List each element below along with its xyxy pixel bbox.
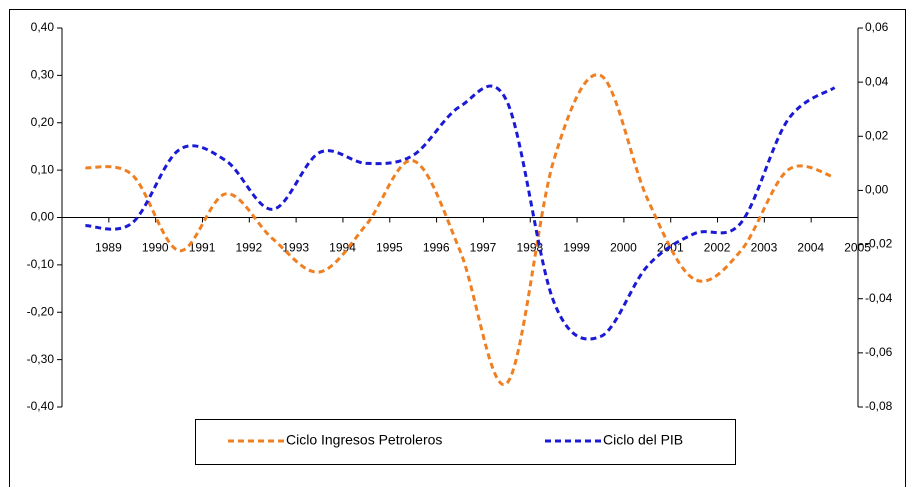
x-tick-label: 1990	[142, 241, 169, 255]
x-tick-label: 1996	[423, 241, 450, 255]
x-tick-label: 1999	[563, 241, 590, 255]
x-tick-label: 1991	[189, 241, 216, 255]
x-tick-label: 1997	[470, 241, 497, 255]
x-tick-label: 1995	[376, 241, 403, 255]
legend-box	[195, 419, 736, 465]
x-tick-label: 1992	[236, 241, 263, 255]
y2-tick-label: -0,08	[865, 399, 893, 413]
x-tick-label: 2004	[797, 241, 824, 255]
legend-label: Ciclo Ingresos Petroleros	[286, 432, 442, 448]
x-tick-label: 1993	[282, 241, 309, 255]
y-tick-label: -0,30	[27, 352, 55, 366]
y-tick-label: 0,30	[31, 68, 55, 82]
y-tick-label: 0,10	[31, 162, 55, 176]
y2-tick-label: 0,00	[865, 183, 889, 197]
x-tick-label: 1989	[95, 241, 122, 255]
y-tick-label: 0,20	[31, 115, 55, 129]
y-tick-label: 0,00	[31, 210, 55, 224]
y2-tick-label: 0,06	[865, 20, 889, 34]
y2-tick-label: -0,04	[865, 291, 893, 305]
x-tick-label: 2002	[704, 241, 731, 255]
y2-tick-label: -0,06	[865, 345, 893, 359]
series-line	[85, 73, 836, 387]
y-tick-label: -0,40	[27, 399, 55, 413]
x-tick-label: 2003	[751, 241, 778, 255]
y2-tick-label: 0,02	[865, 128, 889, 142]
x-tick-label: 2005	[844, 241, 871, 255]
y-tick-label: 0,40	[31, 20, 55, 34]
x-tick-label: 2000	[610, 241, 637, 255]
y-tick-label: -0,20	[27, 304, 55, 318]
series-line	[85, 84, 836, 341]
y-tick-label: -0,10	[27, 257, 55, 271]
y2-tick-label: -0,02	[865, 237, 893, 251]
legend-label: Ciclo del PIB	[603, 432, 683, 448]
y2-tick-label: 0,04	[865, 74, 889, 88]
